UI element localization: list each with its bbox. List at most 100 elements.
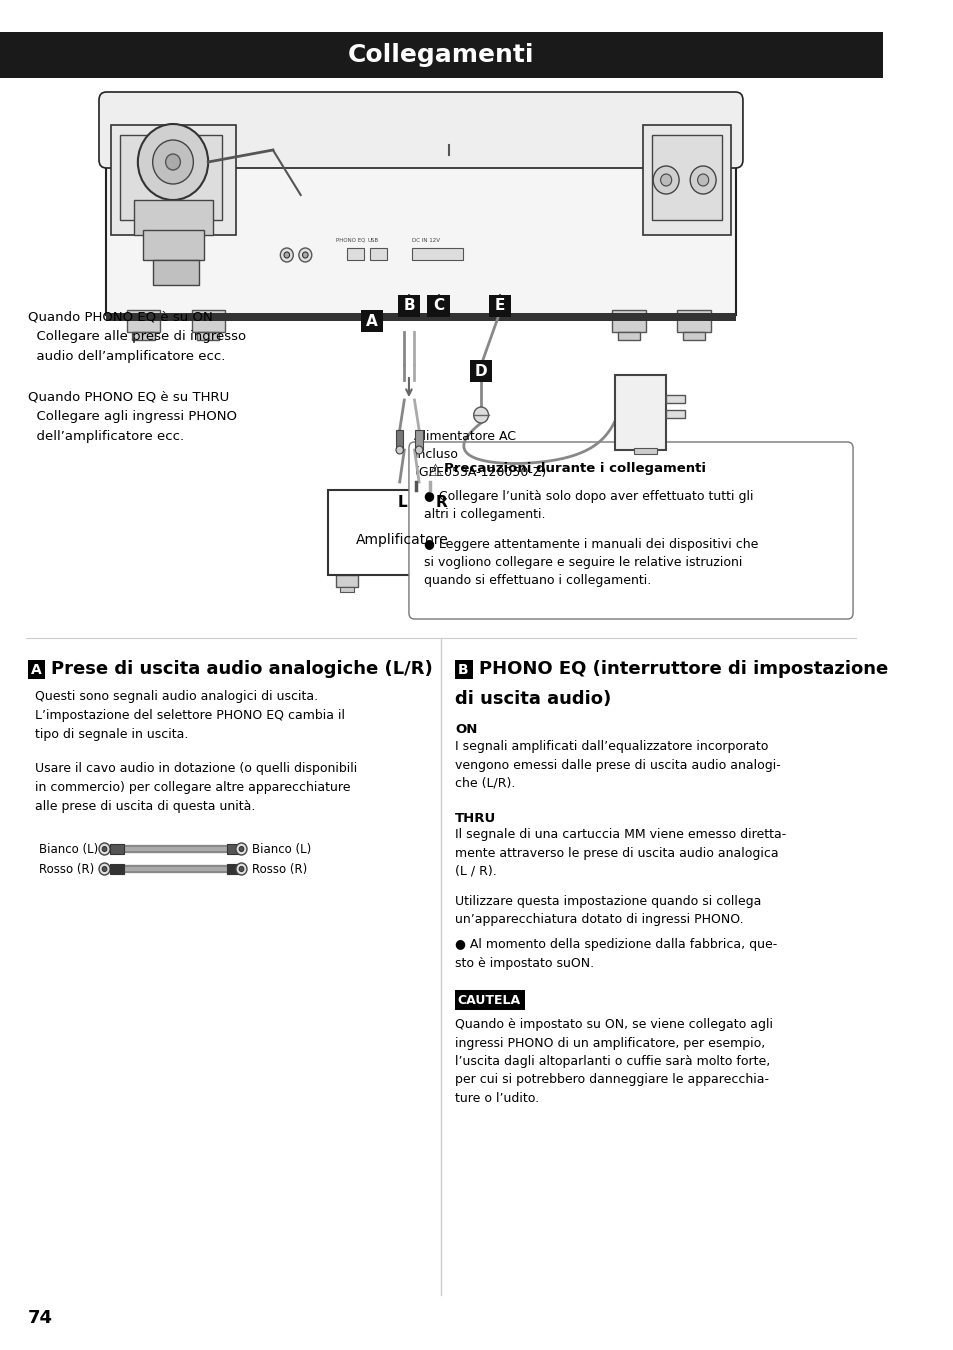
Text: Collegamenti: Collegamenti [348, 43, 534, 68]
Text: ● Leggere attentamente i manuali dei dispositivi che
si vogliono collegare e seg: ● Leggere attentamente i manuali dei dis… [423, 539, 758, 587]
Bar [347, 248, 363, 261]
Text: B: B [403, 298, 415, 313]
Circle shape [474, 406, 488, 423]
Text: Rosso (R): Rosso (R) [252, 863, 307, 876]
Text: Quando PHONO EQ è su ON
  Collegare alle prese di ingresso
  audio dell’amplific: Quando PHONO EQ è su ON Collegare alle p… [28, 310, 246, 443]
Bar [397, 296, 419, 317]
Text: Quando è impostato su ON, se viene collegato agli
ingressi PHONO di un amplifica: Quando è impostato su ON, se viene colle… [455, 1018, 772, 1106]
Bar [427, 296, 449, 317]
Bar [455, 990, 524, 1010]
Bar [152, 261, 199, 285]
Bar [360, 310, 383, 332]
Circle shape [415, 446, 422, 454]
Bar [107, 313, 735, 321]
Circle shape [166, 154, 180, 170]
Bar [227, 864, 240, 873]
Circle shape [697, 174, 708, 186]
Text: Il segnale di una cartuccia MM viene emesso diretta-
mente attraverso le prese d: Il segnale di una cartuccia MM viene eme… [455, 828, 785, 878]
Text: Prese di uscita audio analogiche (L/R): Prese di uscita audio analogiche (L/R) [51, 660, 432, 679]
Bar [110, 844, 124, 855]
Bar [335, 575, 357, 587]
Bar [488, 296, 510, 317]
Text: L: L [397, 495, 407, 510]
Text: E: E [494, 298, 504, 313]
Circle shape [235, 842, 247, 855]
Text: Utilizzare questa impostazione quando si collega
un’apparecchiatura dotato di in: Utilizzare questa impostazione quando si… [455, 895, 760, 926]
Text: A: A [366, 313, 377, 328]
Bar [370, 248, 386, 261]
Circle shape [302, 252, 308, 258]
Circle shape [653, 166, 679, 194]
Bar [110, 864, 124, 873]
Bar [665, 396, 684, 404]
Circle shape [235, 863, 247, 875]
Circle shape [138, 124, 208, 200]
Circle shape [284, 252, 290, 258]
Bar [470, 360, 492, 382]
Text: Bianco (L): Bianco (L) [39, 842, 98, 856]
Bar [127, 310, 160, 332]
FancyBboxPatch shape [409, 441, 852, 620]
Bar [227, 844, 240, 855]
Text: R: R [436, 495, 447, 510]
Text: Precauzioni durante i collegamenti: Precauzioni durante i collegamenti [444, 462, 705, 475]
Bar [642, 126, 730, 235]
Text: ● Collegare l’unità solo dopo aver effettuato tutti gli
altri i collegamenti.: ● Collegare l’unità solo dopo aver effet… [423, 490, 753, 521]
Circle shape [99, 842, 110, 855]
Text: I segnali amplificati dall’equalizzatore incorporato
vengono emessi dalle prese : I segnali amplificati dall’equalizzatore… [455, 740, 781, 790]
Text: B: B [457, 663, 468, 676]
Circle shape [102, 846, 107, 852]
Text: CAUTELA: CAUTELA [457, 994, 520, 1007]
Circle shape [395, 446, 403, 454]
Bar [442, 575, 464, 587]
Text: ⚠: ⚠ [427, 462, 442, 481]
Text: di uscita audio): di uscita audio) [455, 690, 611, 707]
FancyBboxPatch shape [99, 92, 742, 167]
Text: Questi sono segnali audio analogici di uscita.
L’impostazione del selettore PHON: Questi sono segnali audio analogici di u… [35, 690, 345, 741]
Circle shape [689, 166, 716, 194]
Text: C: C [433, 298, 444, 313]
Circle shape [280, 248, 293, 262]
Bar [445, 587, 460, 593]
Text: Rosso (R): Rosso (R) [39, 863, 94, 876]
Text: USB: USB [367, 238, 378, 243]
Text: Alimentatore AC
incluso
(GPE053A-120050-Z): Alimentatore AC incluso (GPE053A-120050-… [414, 431, 546, 479]
Text: A: A [30, 663, 41, 676]
Bar [143, 230, 203, 261]
Circle shape [659, 174, 671, 186]
Bar [339, 587, 354, 593]
Bar [395, 431, 403, 450]
Text: THRU: THRU [455, 811, 496, 825]
Bar [618, 332, 639, 340]
Bar [412, 248, 462, 261]
Text: D: D [475, 363, 487, 378]
Bar [197, 332, 219, 340]
Bar [134, 200, 213, 235]
Circle shape [99, 863, 110, 875]
Text: 74: 74 [28, 1310, 52, 1327]
Bar [455, 660, 473, 679]
Text: Usare il cavo audio in dotazione (o quelli disponibili
in commercio) per collega: Usare il cavo audio in dotazione (o quel… [35, 761, 357, 813]
Bar [665, 410, 684, 418]
Text: ● Al momento della spedizione dalla fabbrica, que-
sto è impostato suON.: ● Al momento della spedizione dalla fabb… [455, 938, 777, 969]
Circle shape [239, 867, 244, 872]
Bar [615, 375, 665, 450]
Text: ON: ON [455, 724, 477, 736]
Bar [192, 310, 225, 332]
Bar [328, 490, 476, 575]
Text: PHONO EQ: PHONO EQ [335, 238, 365, 243]
Bar [120, 135, 222, 220]
Bar [132, 332, 154, 340]
Bar [682, 332, 704, 340]
Bar [107, 130, 735, 315]
Text: DC IN 12V: DC IN 12V [412, 238, 439, 243]
Bar [652, 135, 720, 220]
Bar [28, 660, 46, 679]
Text: Amplificatore: Amplificatore [355, 533, 448, 547]
Bar [0, 32, 882, 78]
Circle shape [152, 140, 193, 184]
Text: PHONO EQ (interruttore di impostazione: PHONO EQ (interruttore di impostazione [478, 660, 887, 679]
Text: Bianco (L): Bianco (L) [252, 842, 311, 856]
Bar [677, 310, 710, 332]
Bar [633, 448, 657, 454]
